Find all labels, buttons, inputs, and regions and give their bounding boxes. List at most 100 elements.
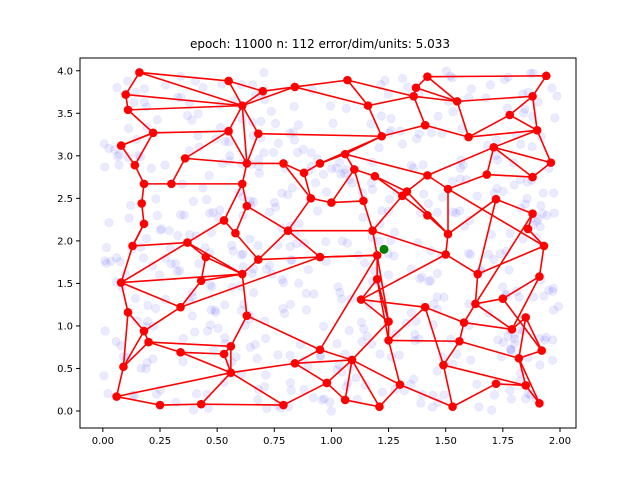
sample-point <box>129 97 139 108</box>
unit-edge <box>374 175 403 197</box>
sample-point <box>160 160 170 170</box>
sample-point <box>509 180 519 190</box>
unit-edge <box>427 146 495 177</box>
unit-point <box>219 349 229 359</box>
sample-point <box>185 230 195 240</box>
sample-point <box>548 305 559 315</box>
unit-point <box>242 311 252 321</box>
sample-point <box>327 164 337 174</box>
sample-point <box>325 101 336 111</box>
sample-point <box>492 183 502 194</box>
unit-point <box>128 241 137 251</box>
sample-point <box>386 113 396 124</box>
sample-point <box>340 164 351 175</box>
unit-edge <box>443 364 526 387</box>
unit-edge <box>447 198 497 235</box>
sample-point <box>377 206 387 216</box>
sample-point <box>146 163 157 174</box>
sample-point <box>194 258 204 269</box>
sample-point <box>191 389 202 399</box>
sample-point <box>427 402 438 412</box>
unit-point <box>372 251 382 260</box>
unit-edge <box>241 273 248 316</box>
unit-point <box>237 101 247 110</box>
unit-point <box>356 295 366 304</box>
sample-point <box>277 188 287 198</box>
sample-point <box>115 256 125 267</box>
unit-point <box>505 110 515 120</box>
unit-edge <box>452 383 497 408</box>
sample-point <box>198 183 208 193</box>
unit-point <box>242 159 252 168</box>
unit-point <box>219 216 229 225</box>
sample-point <box>533 214 543 224</box>
unit-edge <box>116 395 161 406</box>
sample-point <box>101 258 112 268</box>
unit-edge <box>330 168 355 204</box>
sample-point <box>155 270 165 280</box>
sample-point <box>210 305 220 315</box>
unit-point <box>123 308 133 317</box>
unit-edge <box>457 95 533 103</box>
unit-point <box>489 143 499 152</box>
sample-point <box>138 253 149 263</box>
sample-point <box>273 138 284 149</box>
unit-point <box>423 211 432 220</box>
unit-point <box>368 226 377 235</box>
sample-point <box>151 389 162 399</box>
unit-edge <box>493 146 552 164</box>
sample-point <box>207 282 217 292</box>
unit-point <box>155 400 165 410</box>
unit-edge <box>367 95 414 107</box>
unit-edge <box>234 232 259 261</box>
x-tick-label: 0.25 <box>149 436 171 447</box>
sample-point <box>389 251 399 261</box>
unit-point <box>196 276 206 286</box>
unit-edge <box>442 340 461 366</box>
sample-point <box>248 197 259 207</box>
unit-edge <box>132 241 188 247</box>
unit-edge <box>287 197 312 232</box>
sample-point <box>100 326 110 336</box>
unit-point <box>464 132 473 142</box>
sample-point <box>245 342 255 352</box>
unit-point <box>237 179 247 189</box>
sample-point <box>351 373 361 383</box>
sample-point <box>366 119 376 129</box>
unit-edge <box>319 254 378 258</box>
unit-point <box>498 294 508 304</box>
unit-point <box>121 90 131 99</box>
sample-point <box>527 142 537 152</box>
unit-edge <box>351 359 401 386</box>
unit-edge <box>187 219 225 244</box>
unit-point <box>452 97 462 106</box>
sample-point <box>170 258 181 269</box>
unit-point <box>363 101 373 110</box>
unit-edge <box>159 403 202 406</box>
sample-point <box>337 294 347 304</box>
sample-point <box>447 176 458 187</box>
sample-point <box>505 228 515 239</box>
unit-edge <box>344 153 428 177</box>
unit-point <box>471 299 480 309</box>
unit-point <box>521 313 531 322</box>
unit-point <box>201 252 211 262</box>
sample-point <box>538 188 548 198</box>
unit-point <box>315 345 325 355</box>
unit-edge <box>139 71 243 107</box>
sample-point <box>259 382 270 392</box>
sample-point <box>298 144 309 155</box>
unit-edge <box>294 349 321 365</box>
sample-point <box>193 109 203 119</box>
unit-point <box>347 355 357 365</box>
unit-point <box>116 278 126 287</box>
unit-edge <box>257 230 289 261</box>
sample-point <box>481 93 491 103</box>
x-axis-ticks: 0.00 0.25 0.50 0.75 1.00 1.25 1.50 1.75 2.00 <box>92 428 571 447</box>
sample-point <box>362 331 372 341</box>
unit-point <box>290 359 300 368</box>
sample-point <box>204 170 214 181</box>
sample-point <box>237 114 247 125</box>
sample-point <box>547 83 557 93</box>
unit-edge <box>262 86 295 92</box>
